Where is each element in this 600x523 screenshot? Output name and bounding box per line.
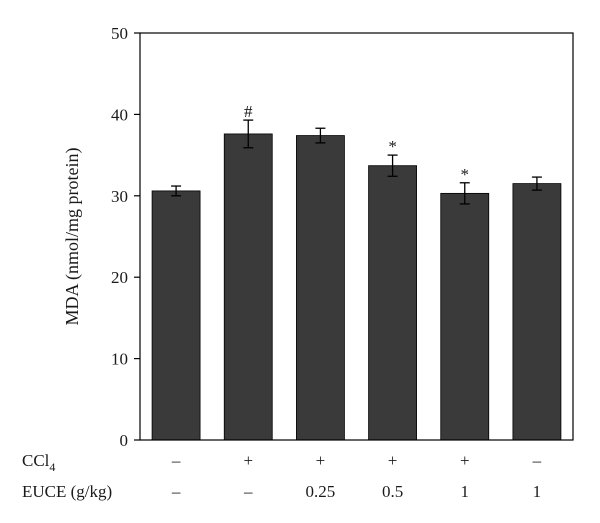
y-axis-label: MDA (nmol/mg protein): [62, 148, 83, 326]
row-label-subscript: 4: [49, 460, 55, 474]
row-label: CCl4: [22, 451, 55, 474]
treatment-cell: +: [243, 451, 253, 470]
row-label-text: CCl: [22, 451, 50, 470]
error-bars-group: [171, 119, 542, 205]
row-label-text: EUCE (g/kg): [22, 482, 112, 501]
treatment-cell: –: [171, 482, 181, 501]
treatment-cell: +: [460, 451, 470, 470]
bars-group: [151, 133, 562, 441]
treatment-cell: 0.25: [306, 482, 336, 501]
annotations-group: # * *: [244, 102, 469, 184]
bar: [296, 135, 345, 441]
bar: [512, 183, 562, 441]
bar: [151, 190, 201, 441]
y-axis: 0 10 20 30 40 50: [111, 24, 140, 450]
treatment-cell: –: [532, 451, 542, 470]
treatment-cell: +: [388, 451, 398, 470]
y-tick-label: 0: [120, 431, 129, 450]
treatment-cell: 0.5: [382, 482, 403, 501]
treatment-table: CCl4 – + + + + – EUCE (g/kg) – – 0.25 0.5 1 1: [22, 451, 542, 501]
y-tick-label: 50: [111, 24, 128, 43]
y-tick-label: 40: [111, 105, 128, 124]
significance-mark: *: [461, 165, 470, 184]
bar: [223, 133, 273, 441]
plot-frame: [139, 32, 574, 441]
significance-mark: #: [244, 102, 253, 121]
significance-mark: *: [388, 137, 397, 156]
y-tick-label: 30: [111, 187, 128, 206]
treatment-cell: –: [243, 482, 253, 501]
treatment-cell: –: [171, 451, 181, 470]
treatment-cell: 1: [533, 482, 542, 501]
row-label: EUCE (g/kg): [22, 482, 112, 501]
y-tick-label: 10: [111, 350, 128, 369]
bar: [368, 165, 417, 441]
treatment-cell: 1: [461, 482, 470, 501]
y-tick-label: 20: [111, 268, 128, 287]
treatment-cell: +: [316, 451, 326, 470]
bar: [440, 192, 490, 441]
